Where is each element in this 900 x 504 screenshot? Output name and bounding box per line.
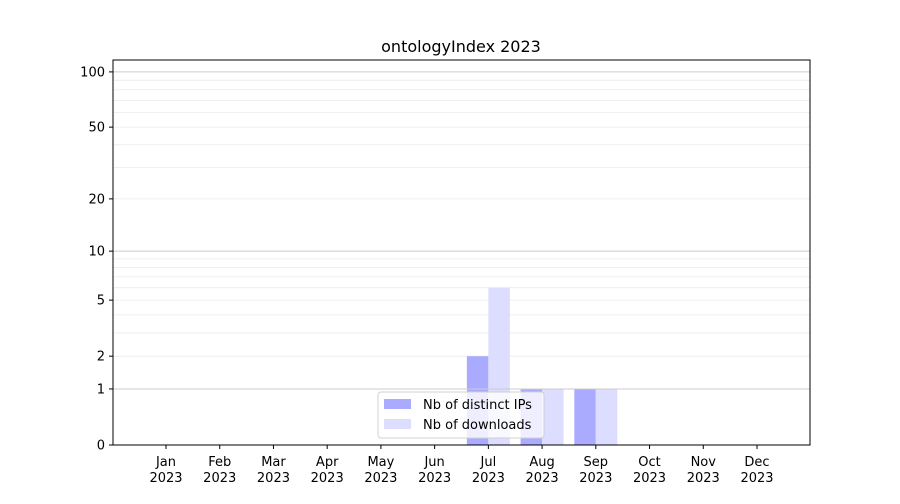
bar-downloads bbox=[542, 388, 564, 445]
x-tick-label: 2023 bbox=[364, 471, 397, 486]
y-tick-label: 100 bbox=[80, 65, 105, 80]
x-tick-label: Jan bbox=[155, 455, 176, 470]
x-tick-label: 2023 bbox=[526, 471, 559, 486]
legend: Nb of distinct IPs Nb of downloads bbox=[377, 391, 545, 439]
x-tick-label: May bbox=[367, 455, 394, 470]
x-tick-label: 2023 bbox=[203, 471, 236, 486]
x-tick-label: 2023 bbox=[633, 471, 666, 486]
legend-box bbox=[377, 391, 545, 439]
x-tick-label: Mar bbox=[261, 455, 286, 470]
y-tick-label: 5 bbox=[97, 294, 105, 309]
x-tick-label: Aug bbox=[529, 455, 554, 470]
x-tick-label: 2023 bbox=[740, 471, 773, 486]
legend-label: Nb of downloads bbox=[423, 418, 532, 433]
legend-swatch bbox=[384, 419, 411, 429]
x-tick-label: Oct bbox=[638, 455, 660, 470]
x-tick-label: 2023 bbox=[687, 471, 720, 486]
plot-frame bbox=[112, 59, 811, 446]
x-tick-label: 2023 bbox=[472, 471, 505, 486]
bar-downloads bbox=[595, 388, 618, 445]
x-tick-label: 2023 bbox=[418, 471, 451, 486]
y-tick-label: 0 bbox=[97, 439, 105, 454]
x-tick-label: Sep bbox=[584, 455, 609, 470]
y-tick-label: 2 bbox=[97, 350, 105, 365]
legend-swatch bbox=[384, 399, 411, 409]
chart-title: ontologyIndex 2023 bbox=[381, 37, 541, 56]
legend-label: Nb of distinct IPs bbox=[423, 398, 532, 413]
x-tick-label: 2023 bbox=[257, 471, 290, 486]
x-tick-label: Feb bbox=[208, 455, 231, 470]
y-tick-label: 50 bbox=[88, 121, 105, 136]
x-tick-label: Apr bbox=[316, 455, 339, 470]
x-tick-label: 2023 bbox=[311, 471, 344, 486]
x-tick-label: Dec bbox=[744, 455, 769, 470]
y-tick-label: 20 bbox=[88, 192, 105, 207]
y-tick-label: 10 bbox=[88, 245, 105, 260]
x-tick-label: Jul bbox=[480, 455, 497, 470]
y-tick-label: 1 bbox=[97, 382, 105, 397]
x-tick-label: Nov bbox=[691, 455, 717, 470]
x-tick-label: 2023 bbox=[579, 471, 612, 486]
x-tick-label: 2023 bbox=[149, 471, 182, 486]
bar-distinct-ips bbox=[574, 388, 596, 445]
x-tick-label: Jun bbox=[423, 455, 444, 470]
